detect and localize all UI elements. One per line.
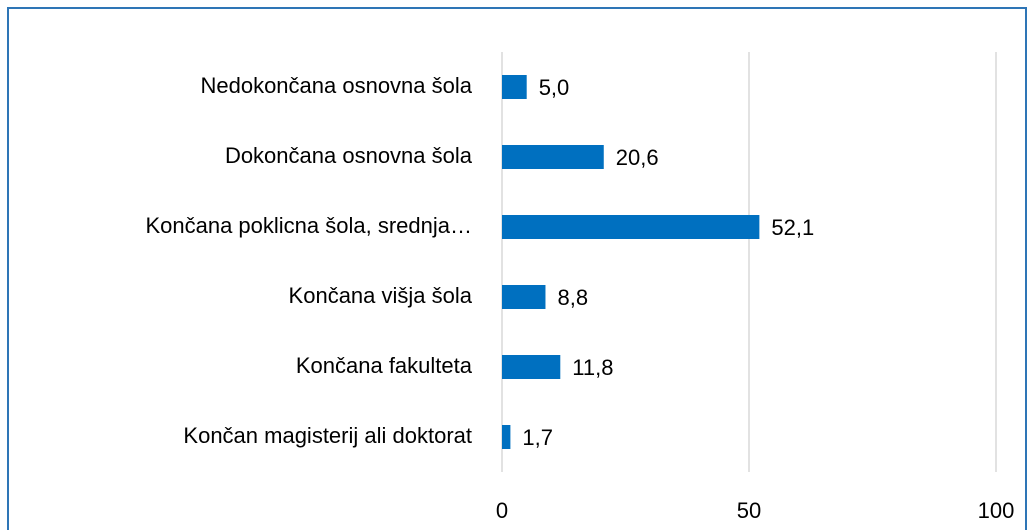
value-label: 11,8: [572, 355, 613, 380]
bar: [502, 285, 546, 309]
bar: [502, 215, 760, 239]
bar: [502, 355, 561, 379]
value-label: 5,0: [539, 75, 570, 100]
y-tick-label: Končana višja šola: [289, 283, 473, 308]
y-tick-label: Končan magisterij ali doktorat: [183, 423, 472, 448]
value-label: 8,8: [557, 285, 588, 310]
value-label: 1,7: [522, 425, 553, 450]
y-tick-label: Nedokončana osnovna šola: [200, 73, 472, 98]
x-tick-label: 0: [496, 498, 508, 523]
x-tick-label: 100: [978, 498, 1015, 523]
bar: [502, 75, 527, 99]
y-tick-label: Končana fakulteta: [296, 353, 473, 378]
x-tick-label: 50: [737, 498, 761, 523]
y-tick-label: Dokončana osnovna šola: [225, 143, 473, 168]
bar: [502, 145, 604, 169]
chart-frame: [7, 7, 1027, 530]
y-tick-label: Končana poklicna šola, srednja…: [145, 213, 472, 238]
bar: [502, 425, 511, 449]
value-label: 20,6: [616, 145, 659, 170]
value-label: 52,1: [771, 215, 814, 240]
